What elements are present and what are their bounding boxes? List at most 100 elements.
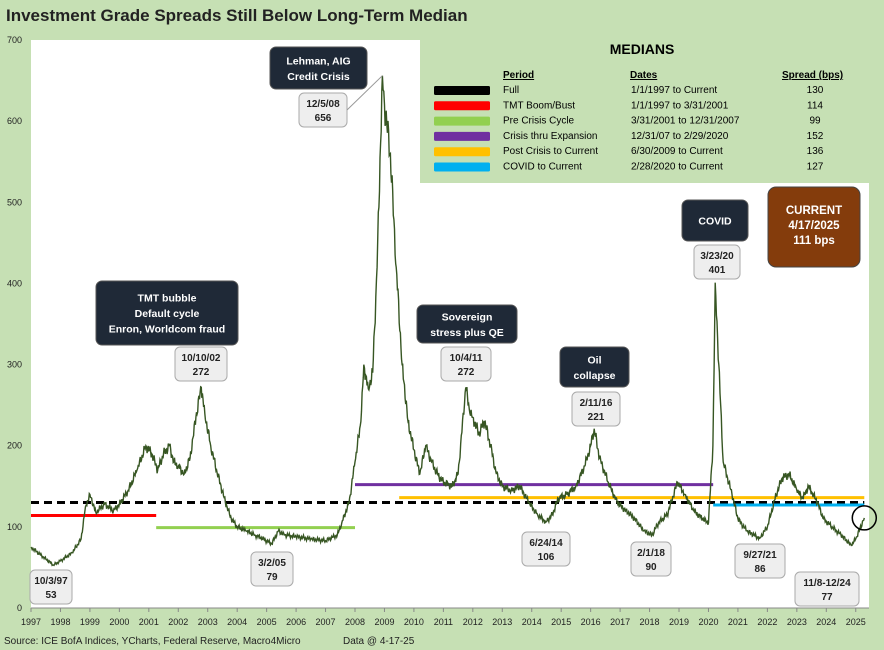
x-tick-label: 1999 bbox=[80, 617, 100, 627]
x-tick-label: 1997 bbox=[21, 617, 41, 627]
x-tick-label: 2004 bbox=[227, 617, 247, 627]
y-tick-label: 200 bbox=[7, 441, 22, 451]
x-tick-label: 2018 bbox=[640, 617, 660, 627]
annotation-text: Enron, Worldcom fraud bbox=[109, 324, 225, 336]
leader-line bbox=[346, 75, 383, 111]
x-tick-label: 1998 bbox=[50, 617, 70, 627]
x-tick-label: 2005 bbox=[257, 617, 277, 627]
chart-title: Investment Grade Spreads Still Below Lon… bbox=[6, 6, 468, 25]
median-dates: 12/31/07 to 2/29/2020 bbox=[631, 131, 729, 142]
x-tick-label: 2025 bbox=[846, 617, 866, 627]
point-label-box bbox=[794, 571, 860, 607]
median-period: TMT Boom/Bust bbox=[503, 100, 575, 111]
median-spread: 127 bbox=[807, 162, 824, 173]
annotation-text: Lehman, AIG bbox=[286, 55, 350, 67]
medians-title: MEDIANS bbox=[610, 41, 675, 57]
point-label-date: 2/1/18 bbox=[637, 548, 665, 559]
medians-header-dates: Dates bbox=[630, 70, 658, 81]
data-date-note: Data @ 4-17-25 bbox=[343, 636, 415, 647]
median-swatch bbox=[434, 101, 490, 111]
medians-table: MEDIANS Period Dates Spread (bps) Full 1/1/19… bbox=[420, 40, 869, 183]
median-spread: 152 bbox=[807, 131, 824, 142]
x-tick-label: 2016 bbox=[581, 617, 601, 627]
annotation-text: Credit Crisis bbox=[287, 71, 350, 83]
point-label-value: 656 bbox=[315, 113, 332, 124]
x-tick-label: 2021 bbox=[728, 617, 748, 627]
point-label-box bbox=[630, 541, 672, 577]
annotation-box bbox=[269, 46, 368, 90]
y-tick-label: 300 bbox=[7, 360, 22, 370]
median-lines bbox=[31, 483, 865, 530]
point-label-value: 401 bbox=[709, 265, 726, 276]
x-tick-label: 2010 bbox=[404, 617, 424, 627]
current-text: 111 bps bbox=[793, 235, 835, 247]
point-label-value: 86 bbox=[754, 564, 766, 575]
median-dates: 1/1/1997 to 3/31/2001 bbox=[631, 100, 729, 111]
median-period: COVID to Current bbox=[503, 162, 582, 173]
current-circle bbox=[851, 505, 878, 531]
median-swatch bbox=[434, 162, 490, 172]
x-tick-label: 2019 bbox=[669, 617, 689, 627]
current-marker bbox=[851, 505, 878, 531]
point-label-value: 90 bbox=[645, 562, 657, 573]
annotation-text: Default cycle bbox=[135, 308, 200, 320]
x-tick-label: 2017 bbox=[610, 617, 630, 627]
annotation-text: Oil bbox=[587, 354, 601, 366]
median-spread: 136 bbox=[807, 146, 824, 157]
annotation-text: COVID bbox=[698, 216, 732, 228]
x-tick-label: 2008 bbox=[345, 617, 365, 627]
y-tick-label: 600 bbox=[7, 116, 22, 126]
point-labels: 10/3/97 53 10/10/02 272 3/2/05 79 12/5/08 656 10… bbox=[29, 75, 860, 607]
median-spread: 114 bbox=[807, 100, 823, 111]
y-tick-label: 100 bbox=[7, 522, 22, 532]
x-tick-label: 2002 bbox=[168, 617, 188, 627]
annotation-text: TMT bubble bbox=[138, 293, 197, 305]
median-dates: 3/31/2001 to 12/31/2007 bbox=[631, 116, 740, 127]
point-label-date: 6/24/14 bbox=[529, 538, 563, 549]
annotation-box bbox=[95, 280, 239, 346]
median-dates: 2/28/2020 to Current bbox=[631, 162, 723, 173]
x-tick-label: 2006 bbox=[286, 617, 306, 627]
medians-table-bg bbox=[420, 40, 869, 183]
x-tick-label: 2015 bbox=[551, 617, 571, 627]
point-label-box bbox=[693, 244, 741, 280]
x-tick-label: 2022 bbox=[757, 617, 777, 627]
x-tick-label: 2024 bbox=[816, 617, 836, 627]
point-label-date: 12/5/08 bbox=[306, 99, 340, 110]
x-tick-label: 2013 bbox=[492, 617, 512, 627]
y-tick-label: 0 bbox=[17, 603, 22, 613]
point-label-date: 3/23/20 bbox=[700, 251, 734, 262]
median-spread: 99 bbox=[809, 116, 821, 127]
x-tick-label: 2023 bbox=[787, 617, 807, 627]
point-label-date: 3/2/05 bbox=[258, 558, 286, 569]
point-label-box bbox=[440, 346, 492, 382]
y-tick-label: 700 bbox=[7, 35, 22, 45]
y-tick-label: 500 bbox=[7, 197, 22, 207]
point-label-value: 106 bbox=[538, 552, 555, 563]
point-label-date: 9/27/21 bbox=[743, 550, 777, 561]
median-swatch bbox=[434, 147, 490, 157]
point-label-date: 10/3/97 bbox=[34, 576, 68, 587]
x-tick-label: 2020 bbox=[698, 617, 718, 627]
x-tick-label: 2009 bbox=[374, 617, 394, 627]
median-dates: 6/30/2009 to Current bbox=[631, 146, 723, 157]
point-label-box bbox=[250, 551, 294, 587]
x-axis: 1997 1998 1999 2000 2001 2002 2003 2004 2005 2006… bbox=[21, 607, 869, 627]
point-label-value: 272 bbox=[458, 367, 475, 378]
annotation-box bbox=[681, 199, 749, 242]
median-swatch bbox=[434, 86, 490, 95]
median-dates: 1/1/1997 to Current bbox=[631, 85, 717, 96]
median-spread: 130 bbox=[807, 85, 824, 96]
annotation-box bbox=[416, 304, 518, 344]
spread-series-line bbox=[30, 75, 865, 567]
median-swatch bbox=[434, 131, 490, 141]
point-label-box bbox=[521, 531, 571, 567]
point-label-date: 11/8-12/24 bbox=[803, 578, 851, 589]
x-tick-label: 2007 bbox=[316, 617, 336, 627]
x-tick-label: 2012 bbox=[463, 617, 483, 627]
current-box bbox=[767, 186, 861, 268]
x-tick-label: 2003 bbox=[198, 617, 218, 627]
annotation-box bbox=[559, 346, 630, 388]
point-label-date: 10/10/02 bbox=[182, 353, 221, 364]
point-label-value: 272 bbox=[193, 367, 210, 378]
